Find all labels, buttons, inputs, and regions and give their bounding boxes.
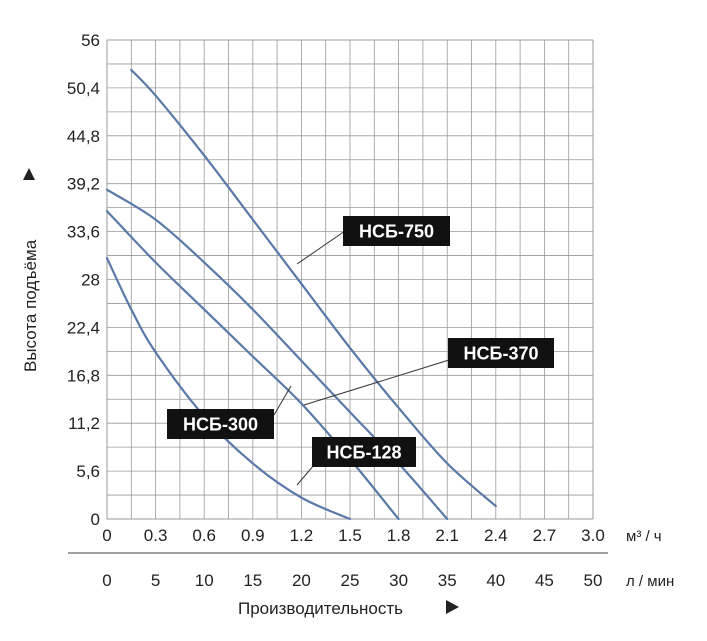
x-tick-label-m3h: 2.7 <box>533 526 557 545</box>
series-label-text: НСБ-370 <box>464 344 539 364</box>
x-axis-title-group: Производительность <box>238 599 459 618</box>
x-unit-lmin: л / мин <box>626 573 674 590</box>
y-axis-title: Высота подъёма <box>21 239 40 372</box>
series-label-text: НСБ-300 <box>183 415 258 435</box>
x-tick-label-m3h: 2.4 <box>484 526 508 545</box>
x-tick-label-lmin: 20 <box>292 571 311 590</box>
x-tick-label-lmin: 10 <box>195 571 214 590</box>
y-tick-label: 56 <box>81 31 100 50</box>
x-tick-label-lmin: 15 <box>243 571 262 590</box>
y-axis-title-group: Высота подъёма <box>21 168 40 372</box>
curve-нсб-750 <box>130 68 497 508</box>
series-label-text: НСБ-128 <box>327 443 402 463</box>
y-tick-label: 33,6 <box>67 223 100 242</box>
y-tick-label: 11,2 <box>68 414 100 433</box>
series-label-нсб-300: НСБ-300 <box>167 409 274 439</box>
x-tick-label-m3h: 3.0 <box>581 526 605 545</box>
label-leader-lines <box>273 230 450 486</box>
y-tick-label: 44,8 <box>67 127 100 146</box>
series-labels: НСБ-750 НСБ-370 НСБ-300 НСБ-128 <box>167 216 554 467</box>
x-tick-label-lmin: 0 <box>102 571 111 590</box>
y-tick-label: 50,4 <box>67 79 100 98</box>
x-tick-label-lmin: 25 <box>341 571 360 590</box>
leader-line-нсб-370 <box>303 359 450 406</box>
x-tick-label-lmin: 35 <box>438 571 457 590</box>
x-axis-arrow-icon <box>446 600 459 614</box>
leader-line-нсб-300 <box>273 385 292 416</box>
series-label-box <box>448 338 554 368</box>
x-axis-title: Производительность <box>238 599 403 618</box>
y-tick-label: 28 <box>81 271 100 290</box>
y-tick-label: 39,2 <box>67 175 100 194</box>
y-axis-ticks: 0 5,6 11,2 16,8 22,4 28 33,6 39,2 44,8 50,4 56 <box>67 31 100 529</box>
x-tick-label-m3h: 1.5 <box>338 526 362 545</box>
y-axis-arrow-icon <box>23 168 35 180</box>
x-tick-label-m3h: 1.2 <box>290 526 314 545</box>
y-tick-label: 16,8 <box>67 366 100 385</box>
series-label-нсб-128: НСБ-128 <box>312 437 416 467</box>
x-tick-label-m3h: 0 <box>102 526 111 545</box>
series-label-box <box>343 216 450 246</box>
x-unit-m3h: м³ / ч <box>626 528 662 545</box>
x-tick-label-lmin: 50 <box>584 571 603 590</box>
y-tick-label: 22,4 <box>67 318 100 337</box>
x-tick-label-lmin: 30 <box>389 571 408 590</box>
x-axis-lmin-ticks: 0 5 10 15 20 25 30 35 40 45 50 <box>102 571 602 590</box>
x-tick-label-m3h: 1.8 <box>387 526 411 545</box>
chart-grid <box>106 39 594 520</box>
series-label-box <box>312 437 416 467</box>
x-tick-label-m3h: 2.1 <box>435 526 459 545</box>
x-tick-label-m3h: 0.3 <box>144 526 168 545</box>
x-tick-label-lmin: 40 <box>486 571 505 590</box>
x-tick-label-m3h: 0.9 <box>241 526 265 545</box>
y-tick-label: 5,6 <box>76 462 100 481</box>
series-label-нсб-750: НСБ-750 <box>343 216 450 246</box>
x-axis-m3h-ticks: 0 0.3 0.6 0.9 1.2 1.5 1.8 2.1 2.4 2.7 3.0 <box>102 526 605 545</box>
y-tick-label: 0 <box>91 510 100 529</box>
series-label-text: НСБ-750 <box>359 222 434 242</box>
leader-line-нсб-750 <box>296 230 346 265</box>
leader-line-нсб-128 <box>296 464 315 486</box>
x-tick-label-lmin: 5 <box>151 571 160 590</box>
series-label-box <box>167 409 274 439</box>
x-tick-label-m3h: 0.6 <box>192 526 216 545</box>
x-tick-label-lmin: 45 <box>535 571 554 590</box>
series-label-нсб-370: НСБ-370 <box>448 338 554 368</box>
